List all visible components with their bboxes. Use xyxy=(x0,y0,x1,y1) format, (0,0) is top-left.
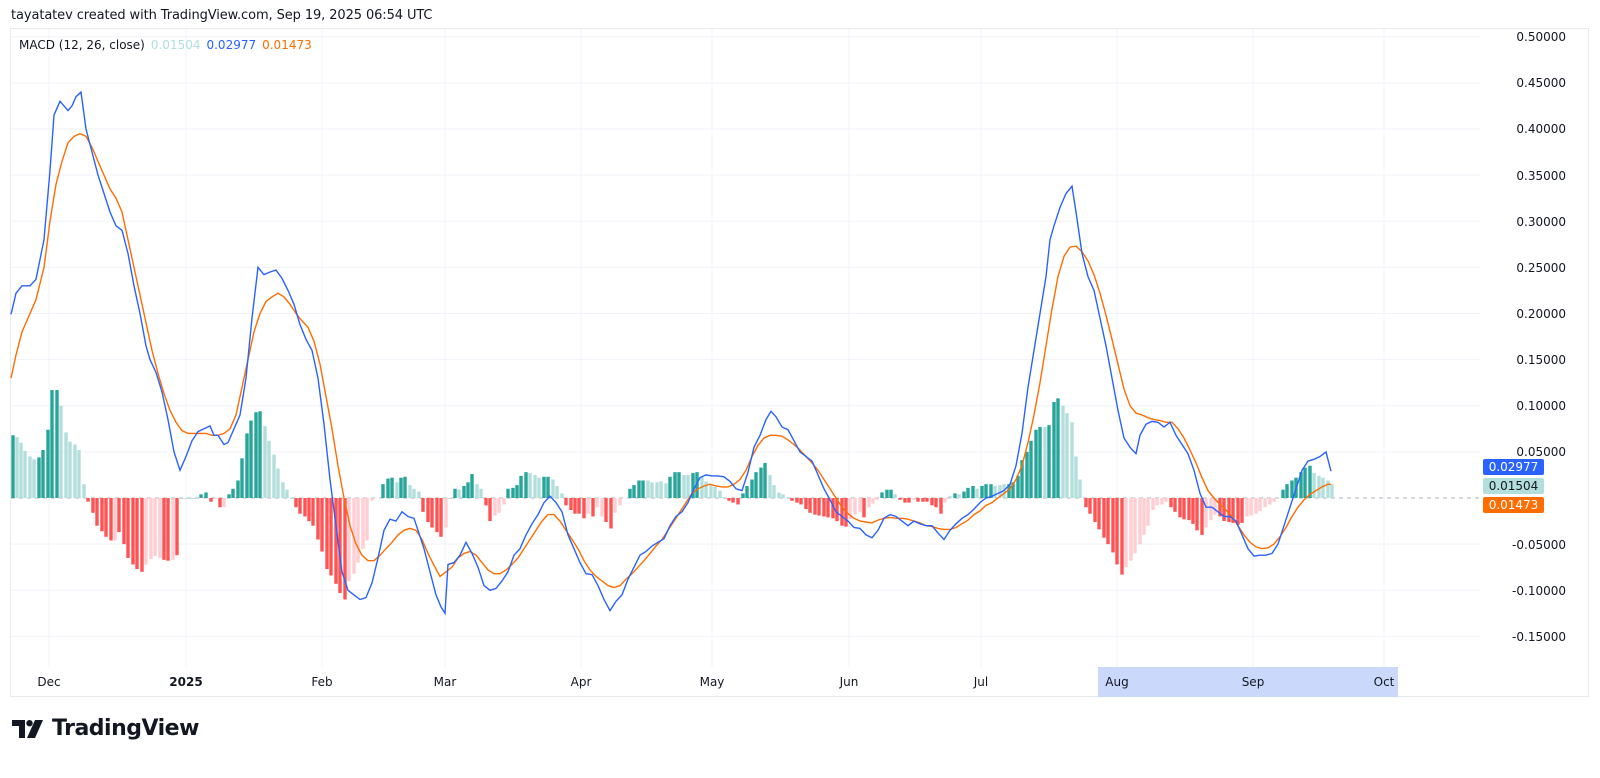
grid-lines xyxy=(11,29,1480,667)
x-tick: 2025 xyxy=(169,675,203,689)
macd-price-tag: 0.02977 xyxy=(1483,459,1544,475)
y-tick: 0.25000 xyxy=(1516,261,1566,275)
x-tick: Jul xyxy=(973,675,989,689)
y-tick: 0.50000 xyxy=(1516,30,1566,44)
tradingview-logo-text: TradingView xyxy=(52,716,199,741)
indicator-name[interactable]: MACD (12, 26, close) xyxy=(19,38,145,52)
x-tick: Aug xyxy=(1105,675,1129,689)
x-tick: Sep xyxy=(1241,675,1265,689)
macd-line xyxy=(10,90,1332,616)
attribution-text: tayatatev created with TradingView.com, … xyxy=(11,8,433,23)
y-tick: 0.40000 xyxy=(1516,122,1566,136)
tradingview-logo[interactable]: TradingView xyxy=(12,716,199,741)
x-tick: May xyxy=(699,675,725,689)
signal-line xyxy=(10,132,1332,589)
x-tick: Feb xyxy=(311,675,333,689)
indicator-legend[interactable]: MACD (12, 26, close) 0.01504 0.02977 0.0… xyxy=(19,38,312,52)
y-tick: 0.45000 xyxy=(1516,76,1566,90)
x-tick: Dec xyxy=(37,675,61,689)
macd-value: 0.02977 xyxy=(206,38,257,52)
signal-price-tag: 0.01473 xyxy=(1483,497,1544,513)
y-tick: 0.15000 xyxy=(1516,353,1566,367)
y-tick: -0.05000 xyxy=(1512,538,1566,552)
histogram-price-tag: 0.01504 xyxy=(1483,478,1544,494)
tradingview-logo-icon xyxy=(12,719,43,738)
y-tick: 0.10000 xyxy=(1516,399,1566,413)
time-range-highlight xyxy=(1098,667,1398,697)
y-tick: -0.10000 xyxy=(1512,584,1566,598)
histogram-value: 0.01504 xyxy=(150,38,201,52)
x-tick: Mar xyxy=(433,675,457,689)
chart-frame xyxy=(10,28,1589,697)
y-tick: 0.35000 xyxy=(1516,169,1566,183)
y-tick: -0.15000 xyxy=(1512,630,1566,644)
histogram-bars xyxy=(11,390,1334,600)
y-tick: 0.30000 xyxy=(1516,215,1566,229)
signal-value: 0.01473 xyxy=(262,38,312,52)
x-tick: Apr xyxy=(570,675,592,689)
y-tick: 0.05000 xyxy=(1516,445,1566,459)
y-tick: 0.20000 xyxy=(1516,307,1566,321)
x-tick: Oct xyxy=(1373,675,1395,689)
x-tick: Jun xyxy=(839,675,859,689)
